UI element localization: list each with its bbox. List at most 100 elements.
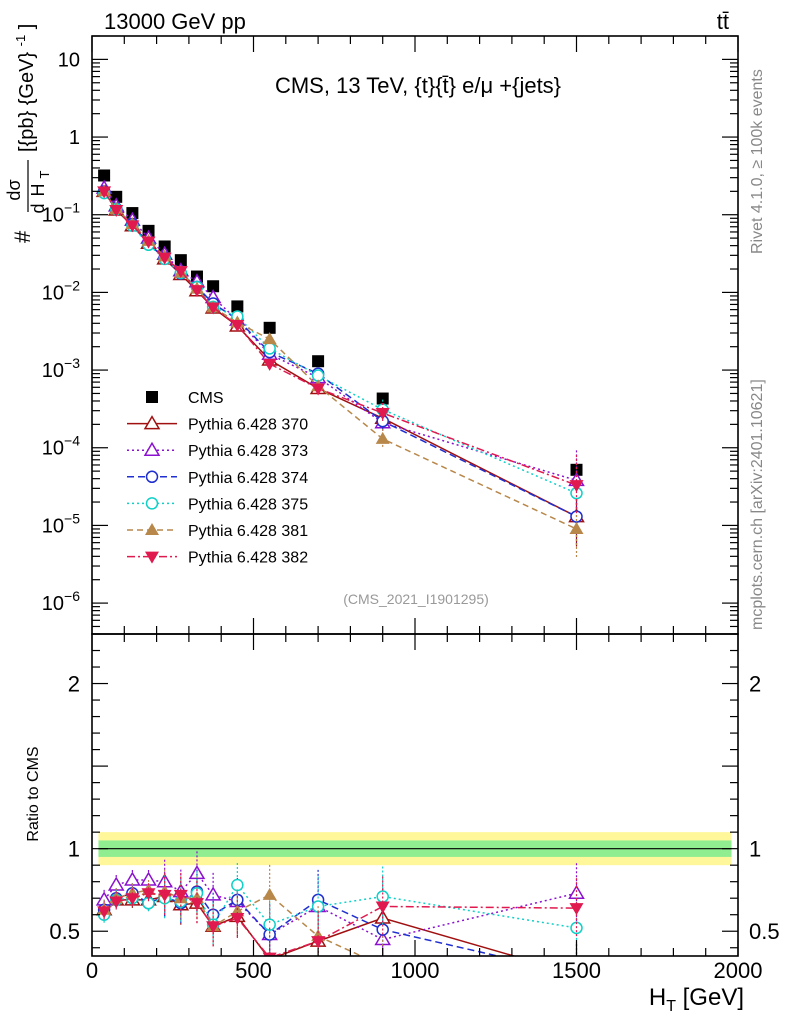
ratio-point xyxy=(263,918,276,931)
legend-label: Pythia 6.428 373 xyxy=(188,443,308,460)
data-point xyxy=(125,220,140,233)
ratio-point xyxy=(109,896,124,909)
data-point xyxy=(263,321,276,334)
data-point xyxy=(376,392,389,405)
ratio-y-tick-label-right: 1 xyxy=(749,837,761,862)
series-line xyxy=(103,190,577,518)
legend: CMS Pythia 6.428 370 Pythia 6.428 373 Pythi… xyxy=(127,390,308,567)
main-series-3 xyxy=(97,185,583,547)
ratio-plot-area xyxy=(95,851,585,956)
svg-text:d H T: d H T xyxy=(28,170,52,213)
ratio-point xyxy=(189,898,204,911)
x-tick-label: 2000 xyxy=(714,958,763,983)
y-tick-label: 10−4 xyxy=(42,433,80,460)
y-tick-label: 10−2 xyxy=(42,277,80,304)
legend-label: Pythia 6.428 375 xyxy=(188,496,308,513)
main-series-6 xyxy=(97,186,584,516)
data-point xyxy=(375,431,390,444)
series-line xyxy=(103,190,577,530)
x-tick-label: 0 xyxy=(86,958,98,983)
legend-marker xyxy=(145,497,159,510)
data-point xyxy=(231,300,244,313)
y-tick-label: 10−6 xyxy=(42,588,80,615)
data-point xyxy=(173,266,188,279)
legend-item-5: Pythia 6.428 381 xyxy=(127,523,308,540)
ratio-series-2 xyxy=(97,869,578,956)
ratio-point xyxy=(230,913,245,926)
data-point xyxy=(109,205,124,218)
legend-marker xyxy=(146,391,158,403)
x-tick-label: 1000 xyxy=(391,958,440,983)
y-tick-label: 10−3 xyxy=(42,355,80,382)
main-ylabel: # dσ d H T [{pb} {GeV} -1 ] xyxy=(4,24,52,243)
ylabel-den-d: d xyxy=(28,203,48,213)
data-point xyxy=(97,186,112,199)
ratio-point xyxy=(107,876,125,891)
series-line xyxy=(103,190,577,518)
main-series-1 xyxy=(95,182,585,547)
analysis-watermark: (CMS_2021_I1901295) xyxy=(343,591,489,607)
legend-item-2: Pythia 6.428 373 xyxy=(127,441,308,460)
y-tick-label: 1 xyxy=(69,127,80,149)
xlabel-h: H xyxy=(649,984,666,1011)
ratio-y-tick-label: 2 xyxy=(68,672,80,697)
legend-item-6: Pythia 6.428 382 xyxy=(127,550,308,567)
header-right: tt̄ xyxy=(717,9,729,34)
ratio-y-tick-label-right: 0.5 xyxy=(749,919,780,944)
main-plot-area xyxy=(95,169,585,559)
axes: 0 500 1000 1500 2000 10−6 10−5 10−4 10−3 10−2 10−1… xyxy=(42,35,780,983)
ratio-point xyxy=(97,906,112,919)
legend-item-0: CMS xyxy=(146,390,224,407)
legend-item-4: Pythia 6.428 375 xyxy=(127,496,308,513)
ratio-series-4 xyxy=(97,864,578,956)
data-point xyxy=(110,190,123,203)
data-point xyxy=(375,408,390,421)
x-tick-label: 500 xyxy=(235,958,272,983)
legend-marker xyxy=(145,470,159,484)
svg-text:[{pb} {GeV} -1 ]: [{pb} {GeV} -1 ] xyxy=(8,24,38,152)
ratio-point xyxy=(157,889,172,902)
ratio-y-tick-label-right: 2 xyxy=(749,672,761,697)
data-point xyxy=(570,463,583,476)
ratio-point xyxy=(206,921,221,934)
ratio-point xyxy=(231,878,244,892)
xlabel-units: [GeV] xyxy=(676,984,744,1011)
ylabel-exp: -1 xyxy=(13,35,28,47)
ylabel-den-h: H xyxy=(28,183,48,196)
ratio-y-tick-label: 1 xyxy=(68,837,80,862)
legend-label: CMS xyxy=(188,390,224,407)
ylabel-numerator: dσ xyxy=(4,179,24,200)
plot-title: CMS, 13 TeV, {t}{t̄} e/μ +{jets} xyxy=(275,73,561,98)
legend-item-3: Pythia 6.428 374 xyxy=(127,470,308,487)
svg-text:#: # xyxy=(10,230,35,243)
data-point xyxy=(207,280,220,293)
mcplots-url-label: mcplots.cern.ch [arXiv:2401.10621] xyxy=(749,379,766,630)
y-tick-label: 10−1 xyxy=(42,200,80,227)
ratio-y-tick-label: 0.5 xyxy=(49,919,80,944)
data-point xyxy=(311,383,326,396)
data-point xyxy=(263,342,276,355)
data-point xyxy=(230,320,245,333)
ratio-point xyxy=(375,901,390,914)
legend-label: Pythia 6.428 382 xyxy=(188,550,308,567)
ratio-point xyxy=(311,936,326,949)
data-point xyxy=(262,358,277,371)
data-point xyxy=(569,480,584,493)
data-point xyxy=(189,285,204,298)
svg-text:dσ: dσ xyxy=(4,179,24,200)
main-plot-frame xyxy=(91,35,739,635)
data-point xyxy=(174,254,187,267)
legend-marker xyxy=(143,415,161,430)
x-axis-label: HT [GeV] xyxy=(649,984,744,1015)
series-line xyxy=(103,190,577,486)
data-point xyxy=(157,252,172,265)
legend-label: Pythia 6.428 381 xyxy=(188,523,308,540)
legend-marker xyxy=(145,551,159,564)
ratio-ylabel: Ratio to CMS xyxy=(25,746,42,841)
data-point xyxy=(98,169,111,182)
ylabel-units: [{pb} {GeV} xyxy=(16,52,38,152)
ratio-series-3 xyxy=(97,862,583,956)
legend-marker xyxy=(143,441,161,456)
series-line xyxy=(103,192,577,494)
